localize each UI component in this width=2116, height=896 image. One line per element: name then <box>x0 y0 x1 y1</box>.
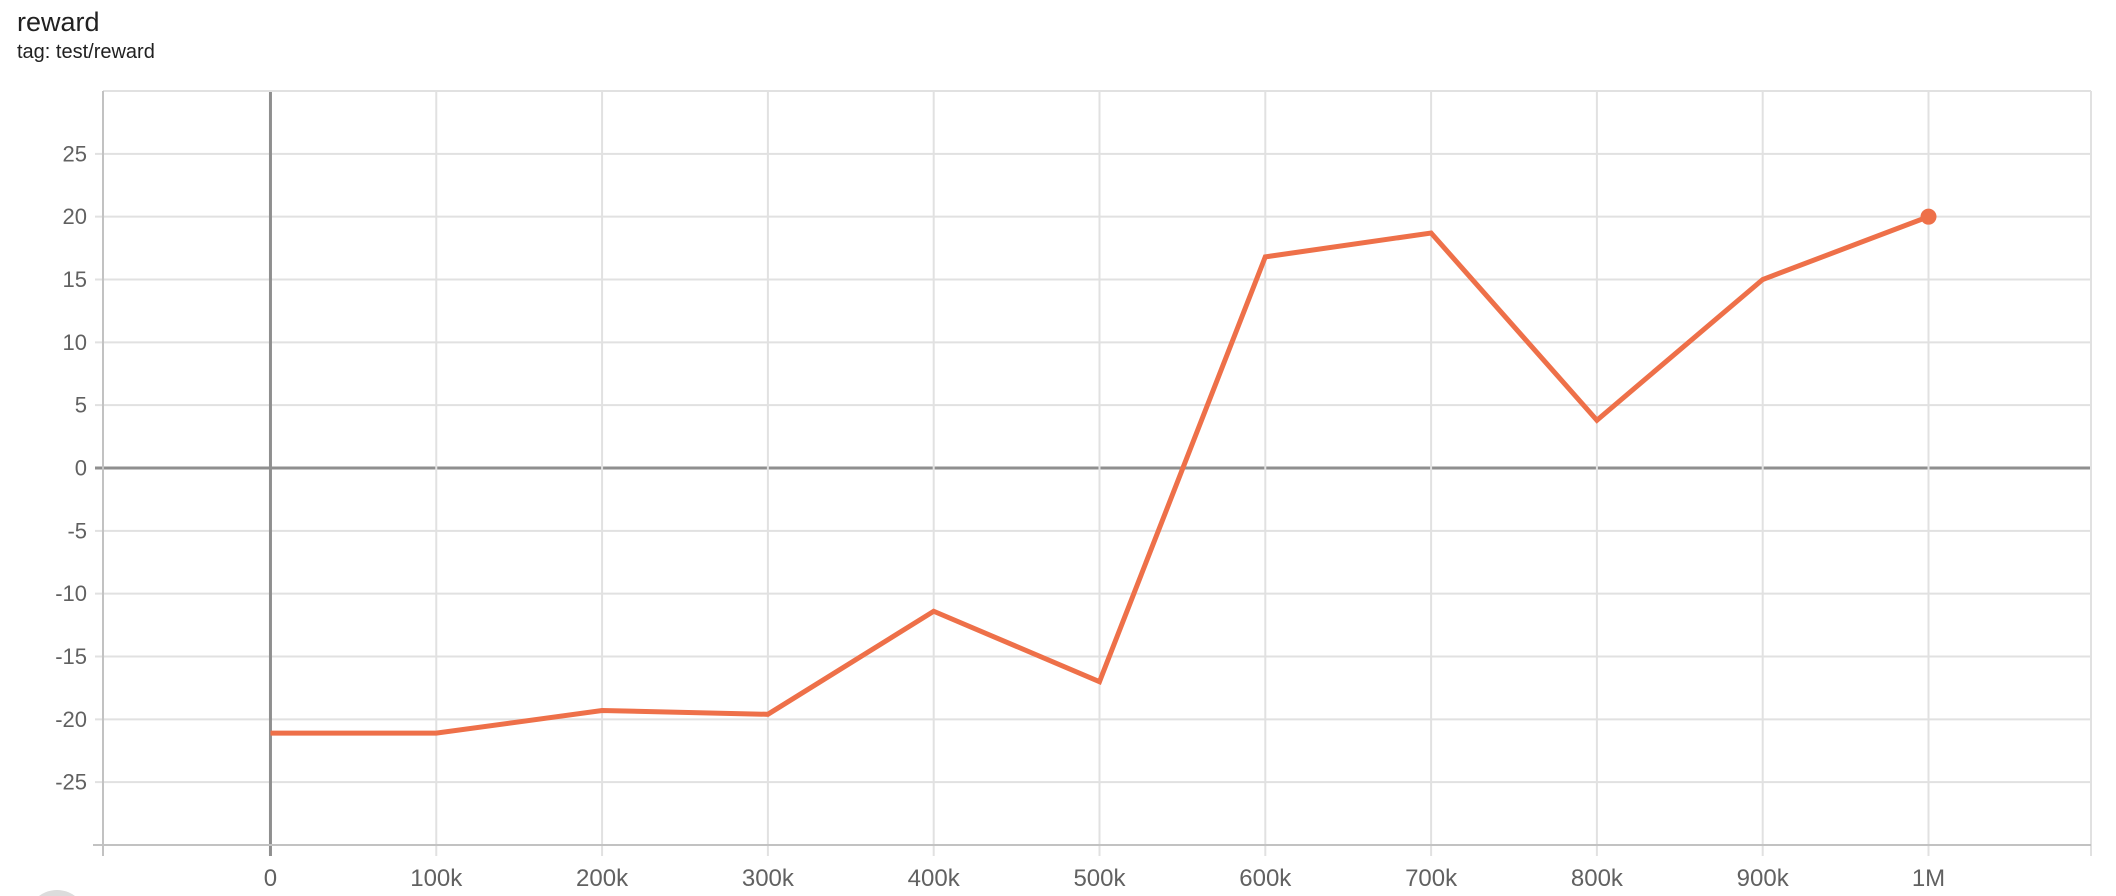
x-tick-label: 300k <box>742 865 795 892</box>
y-tick-label: 15 <box>63 267 87 292</box>
series-endpoint-dot[interactable] <box>1920 208 1937 225</box>
y-tick-label: 10 <box>63 330 87 355</box>
x-tick-label: 700k <box>1405 865 1458 892</box>
x-tick-label: 600k <box>1239 865 1292 892</box>
x-tick-label: 800k <box>1571 865 1624 892</box>
x-tick-label: 0 <box>264 865 277 892</box>
series-line[interactable] <box>270 214 1930 736</box>
y-tick-label: 25 <box>63 141 87 166</box>
y-tick-label: -20 <box>55 707 87 732</box>
bottom-left-partial-circle-artifact <box>39 890 75 896</box>
y-tick-label: 0 <box>75 456 87 481</box>
x-tick-label: 200k <box>576 865 629 892</box>
y-tick-label: 20 <box>63 204 87 229</box>
chart-title: reward <box>17 7 100 37</box>
x-tick-label: 900k <box>1737 865 1790 892</box>
y-tick-label: -25 <box>55 770 87 795</box>
x-tick-label: 500k <box>1073 865 1126 892</box>
y-tick-label: 5 <box>75 393 87 418</box>
x-tick-label: 400k <box>908 865 961 892</box>
chart-tag-subtitle: tag: test/reward <box>17 41 155 63</box>
y-tick-label: -10 <box>55 581 87 606</box>
x-tick-label: 100k <box>410 865 463 892</box>
x-tick-label: 1M <box>1912 865 1945 892</box>
y-tick-label: -15 <box>55 644 87 669</box>
y-tick-label: -5 <box>67 518 87 543</box>
